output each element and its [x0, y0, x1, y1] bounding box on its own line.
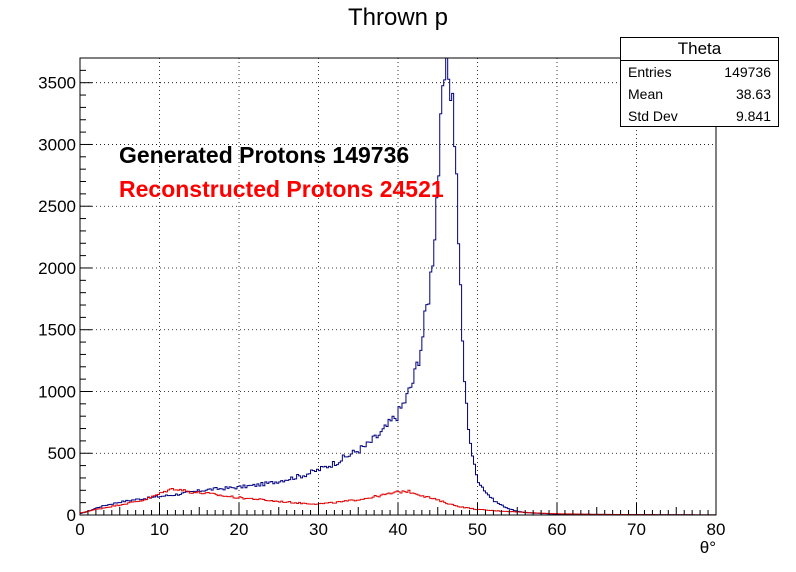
x-axis-label: θ°	[700, 538, 716, 557]
legend-reconstructed: Reconstructed Protons 24521	[119, 176, 444, 202]
x-tick-label: 20	[230, 520, 249, 539]
x-tick-label: 70	[627, 520, 646, 539]
grid-lines	[80, 58, 716, 515]
x-tick-label: 30	[309, 520, 328, 539]
stats-box: Theta Entries 149736 Mean 38.63 Std Dev …	[620, 37, 779, 127]
stats-row-stddev: Std Dev 9.841	[621, 105, 778, 127]
y-tick-label: 2500	[38, 197, 76, 216]
axis-ticks	[79, 57, 717, 516]
stats-box-title: Theta	[621, 38, 778, 61]
stats-label: Mean	[628, 86, 664, 102]
y-tick-label: 3000	[38, 135, 76, 154]
histogram-line-reconstructed	[80, 487, 716, 516]
x-tick-label: 0	[75, 520, 84, 539]
y-tick-label: 3500	[38, 74, 76, 93]
y-tick-label: 2000	[38, 259, 76, 278]
stats-row-entries: Entries 149736	[621, 61, 778, 83]
chart-title: Thrown p	[347, 4, 449, 31]
stats-value: 149736	[724, 64, 771, 80]
legend-generated: Generated Protons 149736	[119, 142, 410, 168]
y-tick-label: 0	[67, 506, 76, 525]
stats-row-mean: Mean 38.63	[621, 83, 778, 105]
axis-tick-labels: 0 10 20 30 40 50 60 70 80 0 500 1000 1500 2000 2500 300…	[38, 74, 725, 539]
x-tick-label: 80	[707, 520, 726, 539]
stats-value: 9.841	[735, 108, 771, 124]
x-tick-label: 50	[468, 520, 487, 539]
stats-value: 38.63	[735, 86, 771, 102]
stats-label: Std Dev	[628, 108, 678, 124]
x-tick-label: 10	[150, 520, 169, 539]
stats-label: Entries	[628, 64, 672, 80]
y-tick-label: 1500	[38, 321, 76, 340]
y-tick-label: 1000	[38, 382, 76, 401]
x-tick-label: 60	[548, 520, 567, 539]
y-tick-label: 500	[48, 444, 76, 463]
x-tick-label: 40	[389, 520, 408, 539]
histogram-series	[80, 57, 716, 516]
